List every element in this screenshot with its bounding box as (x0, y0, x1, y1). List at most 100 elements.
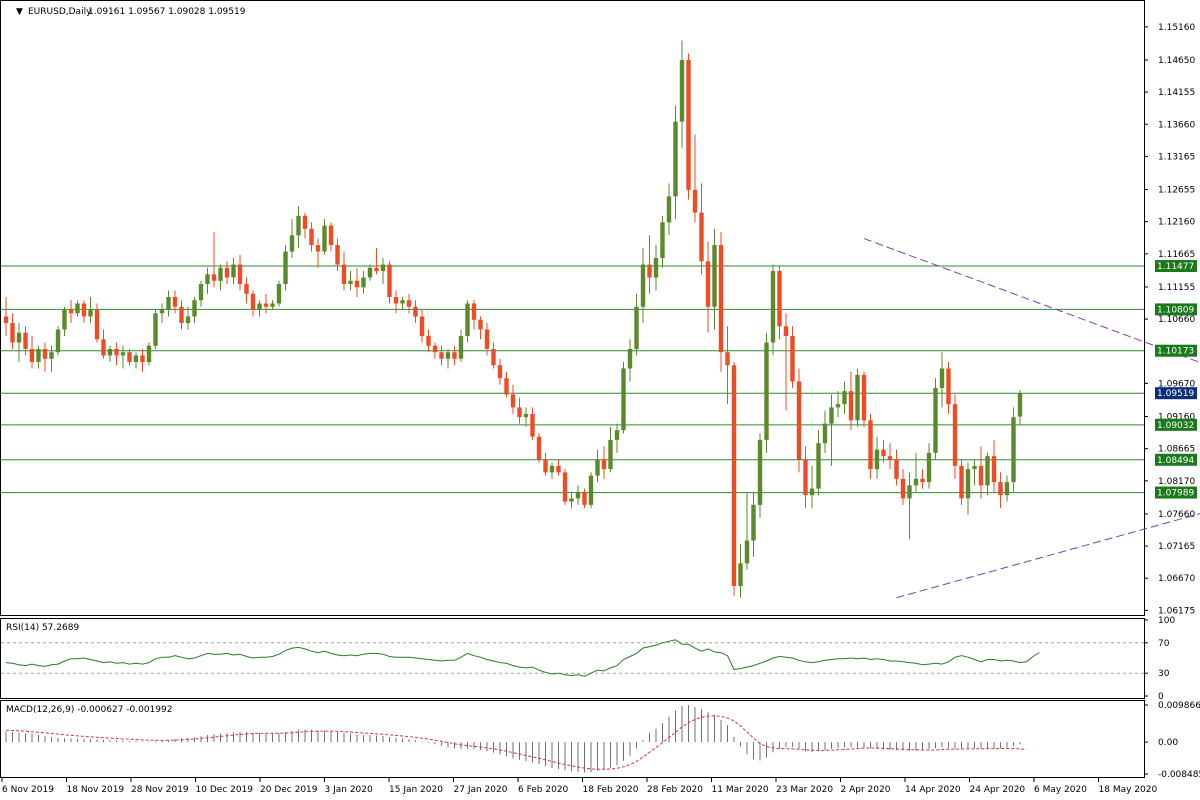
candle-body (536, 436, 542, 460)
candle-body (679, 59, 685, 122)
candle-body (133, 355, 139, 362)
candle (991, 439, 997, 492)
candle-body (322, 225, 327, 252)
candle (796, 368, 802, 473)
candle (88, 297, 93, 323)
candle-body (393, 297, 399, 304)
candle-body (764, 342, 769, 440)
candle-body (653, 258, 659, 278)
candle (634, 293, 639, 356)
candle (94, 303, 100, 343)
candle-body (432, 345, 438, 353)
candle (887, 443, 893, 470)
candle-body (211, 274, 217, 281)
candle (341, 251, 347, 291)
candle-body (705, 261, 711, 307)
candle (270, 300, 275, 310)
candle-body (627, 348, 633, 369)
candle-body (192, 300, 197, 317)
rsi-tick-label: 0 (1158, 692, 1164, 702)
candle-body (699, 212, 704, 262)
candle (491, 342, 496, 369)
y-tick-label: 1.11665 (1158, 250, 1195, 260)
candle-body (244, 284, 249, 294)
x-tick-label: 18 Nov 2019 (67, 785, 125, 795)
y-tick-label: 1.12655 (1158, 186, 1195, 196)
candle (185, 306, 191, 330)
candle-body (328, 225, 334, 246)
candle (133, 352, 139, 369)
candle (569, 491, 574, 509)
candle (484, 322, 490, 356)
candle-body (855, 374, 860, 421)
candle (718, 232, 724, 372)
candle-body (367, 267, 373, 278)
candle (211, 232, 217, 288)
candle (75, 300, 80, 317)
candle (770, 264, 776, 356)
candle-body (731, 365, 737, 587)
candle (432, 342, 438, 359)
candle (757, 433, 763, 518)
symbol-title: EURUSD,Daily (28, 7, 92, 17)
rsi-line (5, 639, 1040, 677)
candle (452, 345, 457, 366)
candle-body (621, 368, 626, 431)
candle (582, 488, 587, 509)
candle (868, 413, 873, 479)
x-tick-label: 23 Mar 2020 (776, 785, 833, 795)
level-price-label: 1.11477 (1157, 262, 1194, 272)
candle-body (582, 491, 587, 505)
candle-body (75, 303, 80, 314)
candle (608, 426, 613, 473)
candle-body (1004, 482, 1010, 496)
candle-body (484, 329, 490, 349)
trendline[interactable] (863, 238, 1200, 409)
candle (543, 452, 548, 476)
rsi-tick-label: 70 (1158, 639, 1170, 649)
candle (478, 316, 483, 340)
candle-body (419, 316, 425, 336)
candle-body (478, 319, 483, 330)
trendline[interactable] (896, 479, 1200, 599)
candle-body (900, 478, 906, 499)
candle (913, 452, 919, 492)
candle-body (10, 322, 15, 343)
y-tick-label: 1.07165 (1158, 542, 1195, 552)
candle-body (29, 348, 35, 362)
candle-body (588, 475, 594, 505)
candle-body (640, 264, 646, 307)
level-price-tag (1155, 344, 1197, 357)
candle (731, 361, 737, 596)
candle-body (315, 245, 321, 252)
candle-body (530, 413, 535, 437)
candle-body (543, 459, 548, 473)
candle (413, 300, 418, 323)
candle-body (783, 326, 789, 336)
candle (237, 254, 243, 291)
candle-body (946, 368, 951, 405)
candle (998, 472, 1003, 509)
candle (978, 446, 984, 499)
candle-body (868, 420, 873, 470)
candle-body (458, 335, 464, 359)
candle-body (907, 485, 912, 499)
candle-body (634, 306, 639, 349)
candle-body (94, 310, 100, 340)
candle (699, 183, 704, 275)
x-tick-label: 3 Jan 2020 (325, 785, 373, 795)
candle (783, 313, 789, 411)
candle (296, 206, 301, 249)
y-tick-label: 1.14650 (1158, 56, 1195, 66)
candle-body (107, 348, 113, 356)
candle-body (517, 407, 522, 418)
header-arrow[interactable]: ▼ (16, 7, 23, 17)
candle (29, 335, 35, 369)
candle (393, 290, 399, 314)
candle-body (380, 264, 386, 272)
candle (218, 264, 223, 291)
candle (159, 303, 165, 323)
candle (276, 280, 282, 307)
candle-body (16, 332, 22, 343)
candle-body (575, 491, 581, 499)
